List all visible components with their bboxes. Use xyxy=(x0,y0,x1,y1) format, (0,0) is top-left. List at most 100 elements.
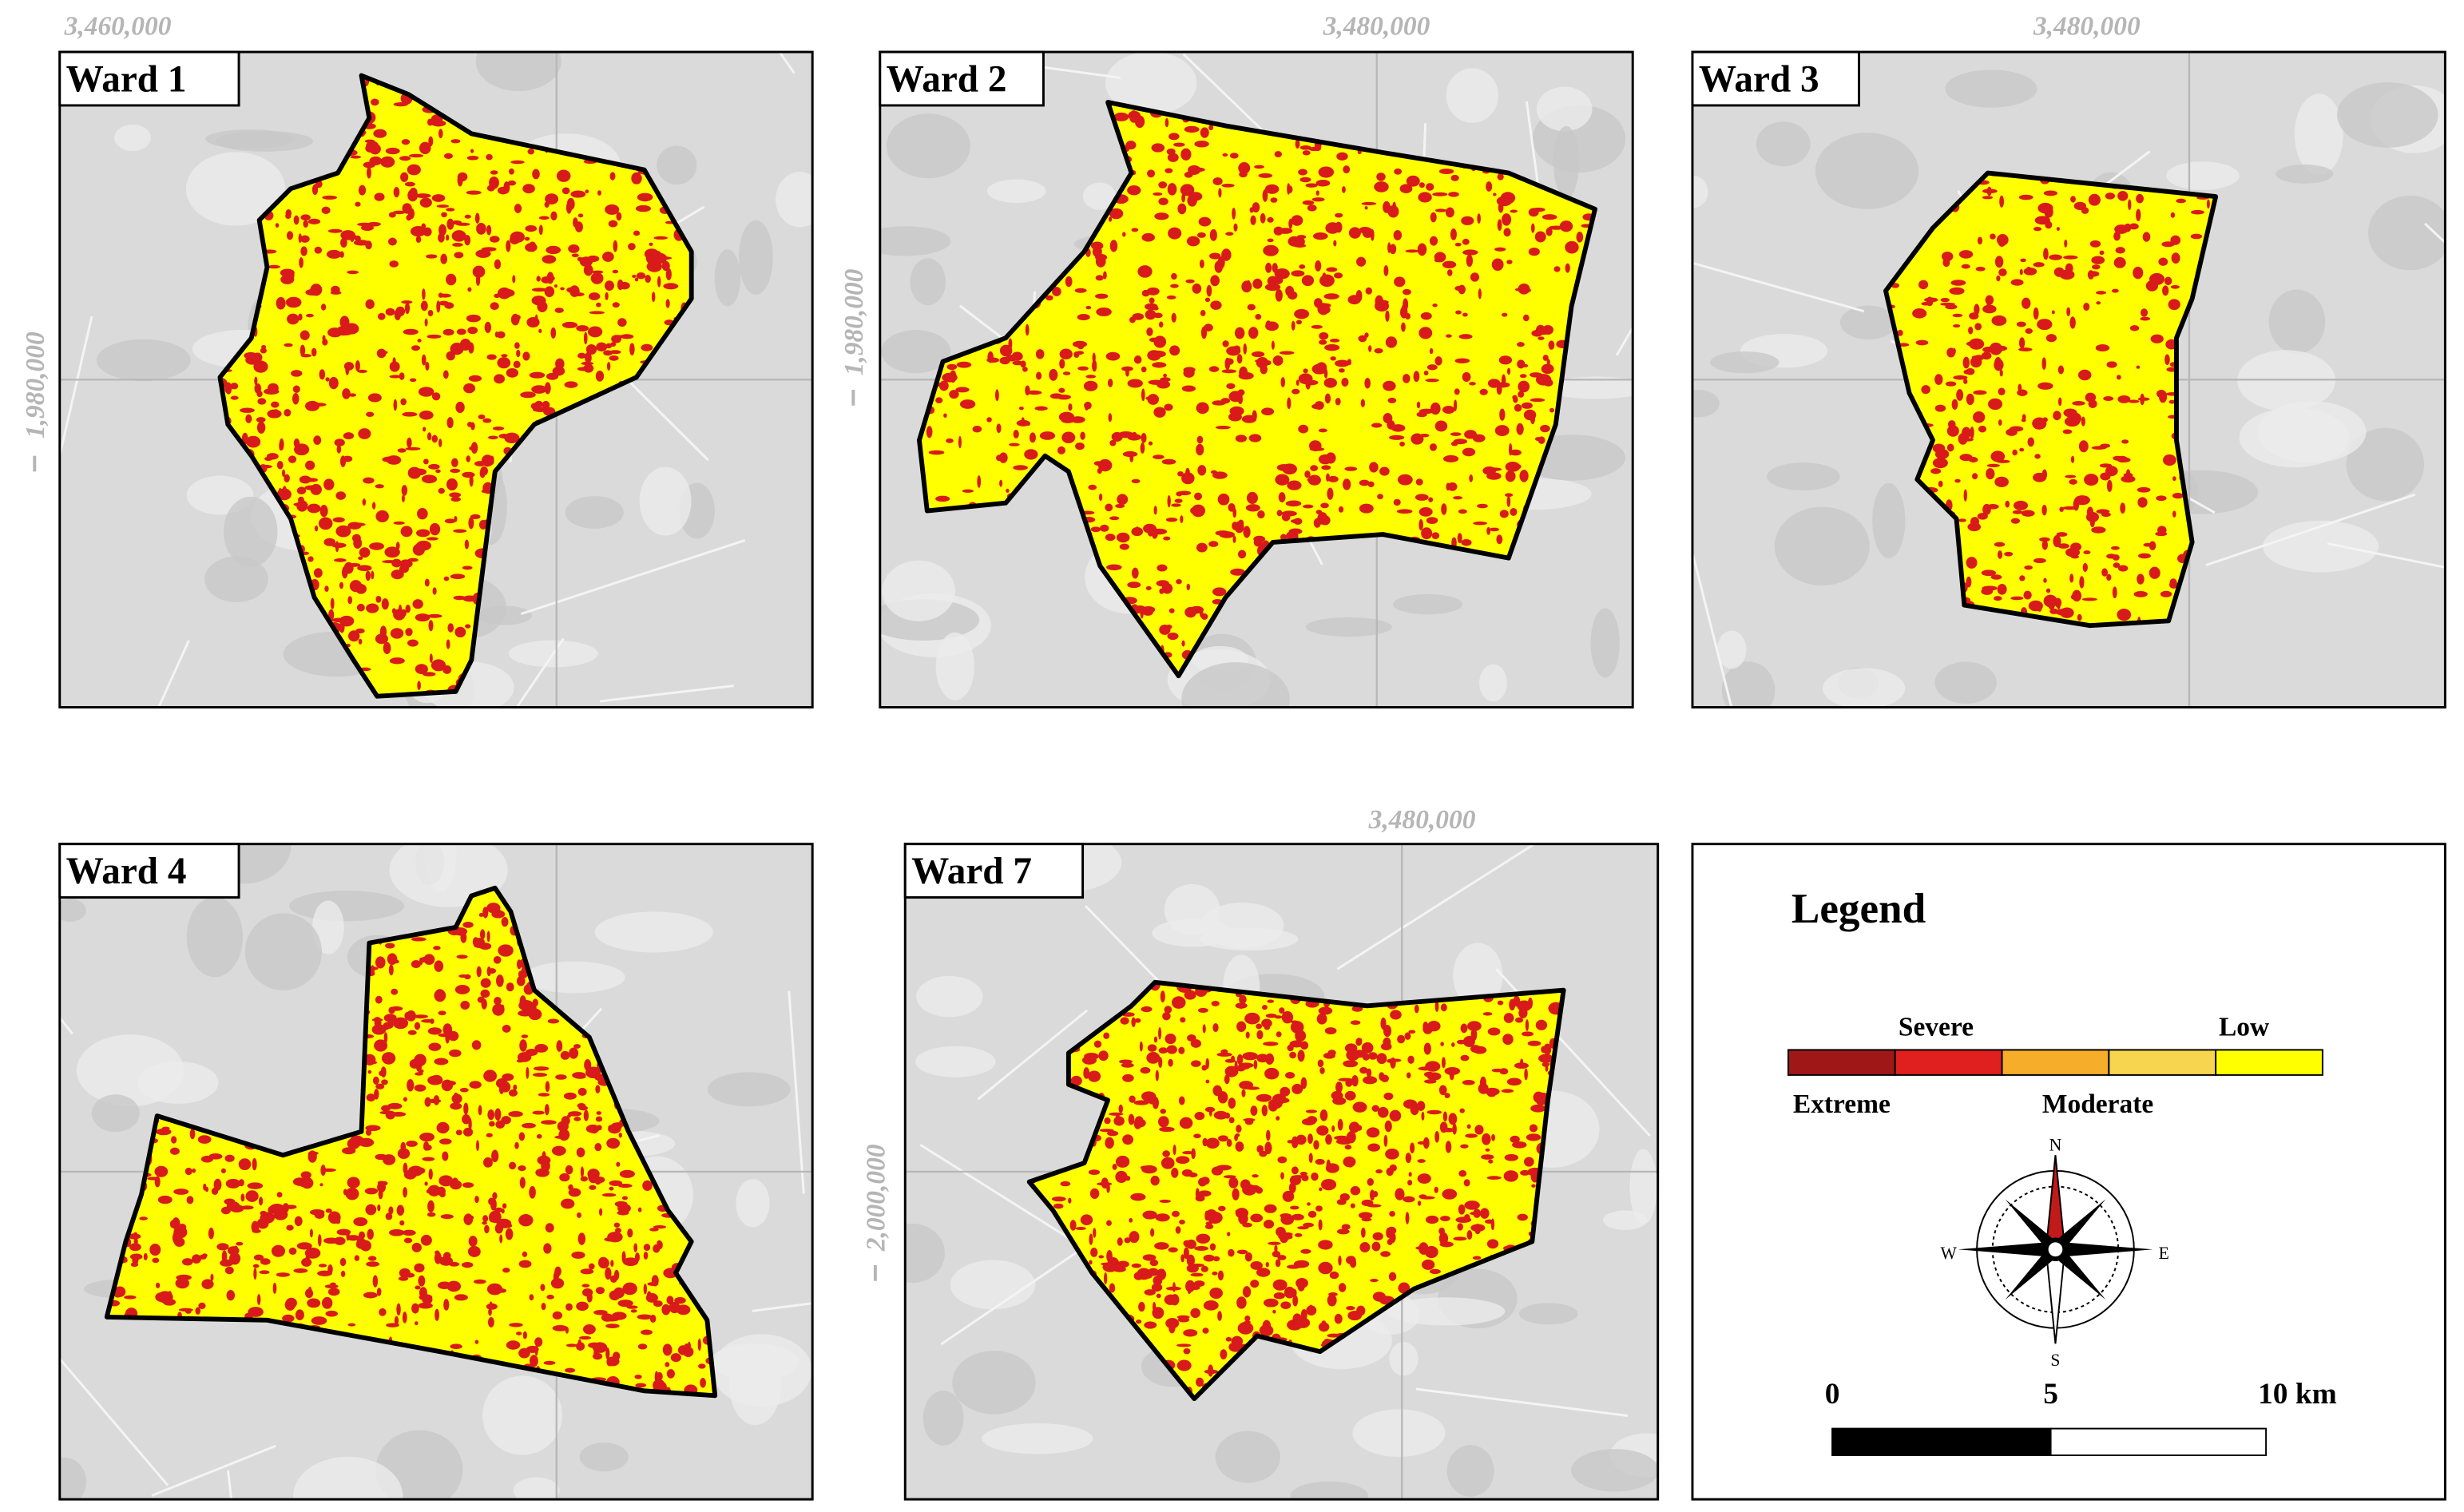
drought-spot xyxy=(490,170,498,175)
drought-spot xyxy=(541,1120,557,1125)
map-panel: Ward 2 xyxy=(879,50,1634,708)
drought-spot xyxy=(1367,1143,1380,1152)
drought-spot xyxy=(1377,1106,1389,1118)
drought-spot xyxy=(1438,169,1454,174)
drought-spot xyxy=(2010,279,2024,286)
drought-spot xyxy=(1404,1032,1411,1040)
drought-spot xyxy=(347,1137,360,1149)
drought-spot xyxy=(1968,326,1974,335)
drought-spot xyxy=(543,1360,556,1365)
drought-spot xyxy=(173,1237,185,1247)
drought-spot xyxy=(276,1272,290,1277)
drought-spot xyxy=(467,326,478,335)
drought-spot xyxy=(293,1268,308,1273)
drought-spot xyxy=(1454,242,1462,247)
drought-spot xyxy=(453,927,468,936)
drought-spot xyxy=(257,398,267,405)
drought-spot xyxy=(1131,478,1141,483)
drought-spot xyxy=(411,1242,422,1252)
terrain xyxy=(2337,82,2438,148)
drought-spot xyxy=(466,455,470,462)
drought-spot xyxy=(568,1188,581,1197)
drought-spot xyxy=(1496,534,1503,545)
drought-spot xyxy=(1418,192,1432,203)
drought-spot xyxy=(350,155,361,159)
drought-spot xyxy=(1183,367,1196,373)
drought-spot xyxy=(2106,361,2117,368)
drought-spot xyxy=(2018,347,2033,352)
drought-spot xyxy=(1085,375,1097,379)
drought-spot xyxy=(946,438,954,443)
drought-spot xyxy=(401,139,411,145)
terrain xyxy=(565,496,624,529)
drought-spot xyxy=(1418,182,1425,189)
drought-spot xyxy=(252,1157,257,1171)
drought-spot xyxy=(1946,425,1959,437)
drought-spot xyxy=(376,348,387,359)
drought-spot xyxy=(2099,250,2105,256)
drought-spot xyxy=(568,244,580,253)
terrain xyxy=(2367,195,2446,271)
drought-spot xyxy=(1376,173,1386,181)
drought-spot xyxy=(1159,588,1165,594)
drought-spot xyxy=(1089,1233,1093,1245)
drought-spot xyxy=(1385,310,1390,322)
drought-spot xyxy=(2066,307,2071,317)
drought-spot xyxy=(1167,153,1179,162)
drought-spot xyxy=(605,204,620,215)
drought-spot xyxy=(335,525,351,538)
drought-spot xyxy=(1049,368,1058,381)
drought-spot xyxy=(1364,206,1368,210)
drought-spot xyxy=(593,1309,608,1316)
drought-spot xyxy=(471,1040,482,1050)
drought-spot xyxy=(1514,1062,1529,1070)
drought-spot xyxy=(1361,201,1377,206)
drought-spot xyxy=(1281,1010,1294,1024)
terrain xyxy=(96,339,191,382)
drought-spot xyxy=(1327,475,1339,482)
drought-spot xyxy=(367,221,381,227)
drought-spot xyxy=(1548,340,1555,350)
drought-spot xyxy=(479,929,486,940)
drought-spot xyxy=(1994,256,2004,268)
drought-spot xyxy=(1454,388,1460,395)
drought-spot xyxy=(415,1321,419,1326)
drought-spot xyxy=(336,445,342,454)
drought-spot xyxy=(411,1303,419,1314)
terrain xyxy=(952,1351,1036,1415)
drought-spot xyxy=(285,1297,297,1308)
drought-spot xyxy=(1376,1053,1387,1065)
drought-spot xyxy=(1410,1142,1415,1154)
drought-spot xyxy=(2056,227,2060,231)
drought-spot xyxy=(403,328,419,335)
drought-spot xyxy=(367,1256,377,1261)
drought-spot xyxy=(522,1331,527,1339)
drought-spot xyxy=(1176,1156,1190,1165)
drought-spot xyxy=(2016,321,2026,327)
drought-spot xyxy=(2164,354,2170,366)
terrain xyxy=(1105,52,1197,115)
drought-spot xyxy=(1272,1251,1281,1258)
drought-spot xyxy=(181,1258,193,1266)
terrain xyxy=(1536,86,1593,132)
road xyxy=(515,637,565,708)
map-panel: Ward 4 xyxy=(58,843,814,1501)
drought-spot xyxy=(2168,299,2180,311)
drought-spot xyxy=(247,1182,264,1189)
drought-spot xyxy=(1025,323,1030,336)
drought-spot xyxy=(1383,265,1389,276)
drought-spot xyxy=(220,1206,231,1215)
drought-spot xyxy=(403,1187,408,1198)
drought-spot xyxy=(1183,1329,1198,1337)
drought-spot xyxy=(1138,1301,1145,1312)
drought-spot xyxy=(434,1252,442,1264)
drought-spot xyxy=(2171,252,2180,264)
drought-spot xyxy=(1077,443,1084,448)
drought-spot xyxy=(1426,364,1438,371)
drought-spot xyxy=(1039,431,1056,440)
drought-spot xyxy=(202,1253,208,1258)
drought-spot xyxy=(1486,526,1491,535)
drought-spot xyxy=(1319,339,1327,345)
drought-spot xyxy=(2006,428,2018,436)
drought-spot xyxy=(1461,539,1472,546)
